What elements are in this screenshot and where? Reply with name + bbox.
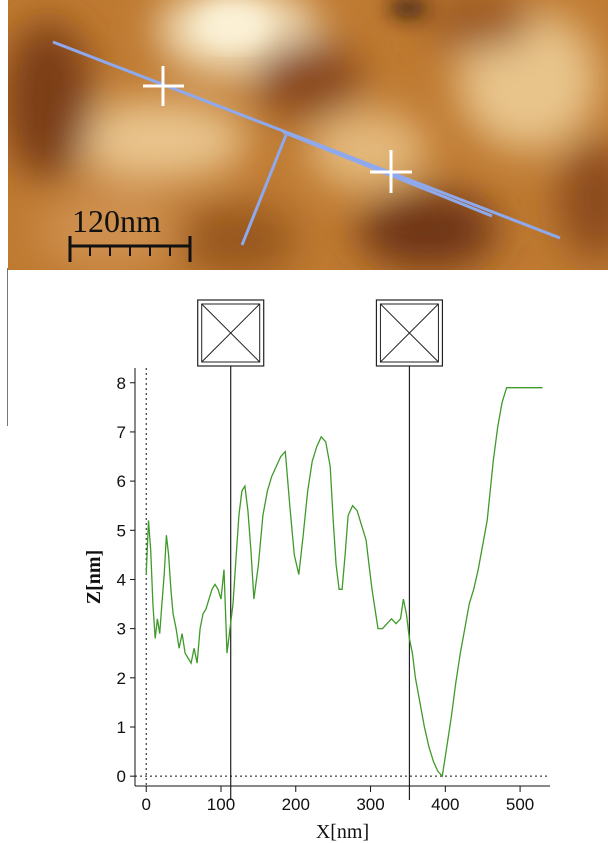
y-tick-label: 7: [117, 423, 126, 442]
y-tick-label: 4: [117, 570, 126, 589]
x-axis-label: X[nm]: [316, 821, 369, 843]
scale-bar: 120nm: [68, 203, 192, 262]
x-tick-label: 100: [207, 795, 235, 814]
afm-image-svg: 120nm: [8, 0, 608, 270]
scale-bar-label: 120nm: [72, 203, 161, 239]
cursor-box-diagonal: [201, 303, 261, 363]
cursor-marker-2[interactable]: [370, 150, 412, 193]
chart-axes: 0 1 2 3 4 5 6 7 8 0 100 200 300 400 500: [117, 368, 550, 814]
zero-reference-lines: [135, 368, 550, 786]
profile-series-line: [145, 387, 543, 778]
x-tick-label: 400: [431, 795, 459, 814]
profile-line-secondary: [282, 130, 493, 218]
profile-branch-line: [240, 134, 288, 246]
x-tick-label: 300: [356, 795, 384, 814]
cursor-guides: [197, 299, 444, 800]
left-divider: [7, 268, 8, 426]
y-tick-label: 1: [117, 718, 126, 737]
y-tick-label: 8: [117, 374, 126, 393]
y-axis-label: Z[nm]: [83, 550, 105, 604]
cursor-marker-1[interactable]: [143, 66, 184, 106]
y-tick-label: 5: [117, 521, 126, 540]
afm-height-image: 120nm: [8, 0, 608, 270]
cursor-box-diagonal: [380, 303, 439, 363]
cursor-box-inner: [379, 303, 439, 363]
x-tick-label: 200: [282, 795, 310, 814]
height-profile-chart: 0 1 2 3 4 5 6 7 8 0 100 200 300 400 500 X[nm] Z[nm]: [83, 299, 550, 843]
y-tick-label: 0: [117, 767, 126, 786]
y-tick-label: 6: [117, 472, 126, 491]
x-tick-label: 0: [141, 795, 150, 814]
afm-topography-blobs: [8, 0, 608, 270]
x-tick-label: 500: [506, 795, 534, 814]
cursor-box-inner: [201, 303, 261, 363]
y-tick-label: 2: [117, 669, 126, 688]
y-tick-label: 3: [117, 620, 126, 639]
